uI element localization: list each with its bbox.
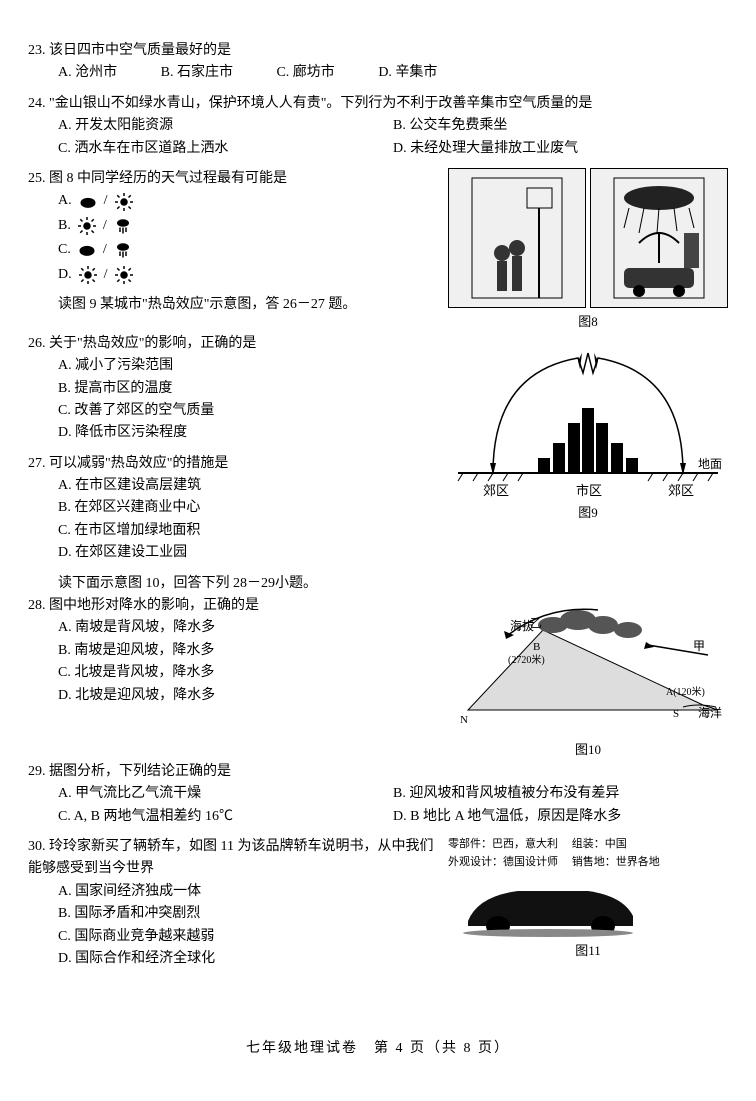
car-icon <box>448 871 648 941</box>
q24-opt-d: D. 未经处理大量排放工业废气 <box>393 138 728 160</box>
q23-opt-b: B. 石家庄市 <box>161 62 233 84</box>
q29-opt-c: C. A, B 两地气温相差约 16℃ <box>58 806 393 828</box>
q28-opt-b: B. 南坡是迎风坡，降水多 <box>58 640 438 662</box>
fig10-s: S <box>673 708 679 720</box>
q29-options: A. 甲气流比乙气流干燥 B. 迎风坡和背风坡植被分布没有差异 C. A, B … <box>58 783 728 828</box>
q28-opt-c: C. 北坡是背风坡，降水多 <box>58 662 438 684</box>
q29-opt-a: A. 甲气流比乙气流干燥 <box>58 783 393 805</box>
slash-icon: / <box>104 264 108 286</box>
fig11-parts: 零部件：巴西，意大利 <box>448 838 558 850</box>
rain-icon <box>113 217 133 235</box>
slash-icon: / <box>104 190 108 212</box>
q25-opt-a: A. / <box>58 190 438 212</box>
q23-opt-c: C. 廊坊市 <box>276 62 334 84</box>
figure-8-left <box>448 168 586 308</box>
fig10-b: B <box>533 641 540 653</box>
slash-icon: / <box>103 215 107 237</box>
figure-11-label: 图11 <box>448 941 728 962</box>
q30-opt-d: D. 国际合作和经济全球化 <box>58 948 438 970</box>
page-footer: 七年级地理试卷 第 4 页（共 8 页） <box>28 1038 728 1060</box>
intro-26-27: 读图 9 某城市"热岛效应"示意图，答 26－27 题。 <box>58 294 438 316</box>
q25-opt-d: D. / <box>58 264 438 286</box>
fig10-n: N <box>460 714 468 726</box>
q26-opt-c: C. 改善了郊区的空气质量 <box>58 400 438 422</box>
fig11-design: 外观设计：德国设计师 <box>448 856 558 868</box>
q30-opt-c: C. 国际商业竞争越来越弱 <box>58 926 438 948</box>
fig9-suburb-right: 郊区 <box>668 483 694 498</box>
fig10-yi: 乙 <box>530 616 542 630</box>
q28-options: A. 南坡是背风坡，降水多 B. 南坡是迎风坡，降水多 C. 北坡是背风坡，降水… <box>58 617 438 707</box>
question-25: 25. 图 8 中同学经历的天气过程最有可能是 A. / B. / C. / D… <box>28 168 438 286</box>
q30-opt-b: B. 国际矛盾和冲突剧烈 <box>58 903 438 925</box>
fig11-assembly: 组装：中国 <box>572 838 627 850</box>
q25-opt-b: B. / <box>58 215 438 237</box>
question-30: 30. 玲玲家新买了辆轿车，如图 11 为该品牌轿车说明书，从中我们能够感受到当… <box>28 836 438 970</box>
q29-opt-d: D. B 地比 A 地气温低，原因是降水多 <box>393 806 728 828</box>
q26-stem: 26. 关于"热岛效应"的影响，正确的是 <box>28 333 438 355</box>
figure-8-right <box>590 168 728 308</box>
intro-28-29: 读下面示意图 10，回答下列 28－29小题。 <box>58 573 438 595</box>
basketball-scene-icon <box>453 173 581 303</box>
q28-opt-a: A. 南坡是背风坡，降水多 <box>58 617 438 639</box>
q27-options: A. 在市区建设高层建筑 B. 在郊区兴建商业中心 C. 在市区增加绿地面积 D… <box>58 475 438 565</box>
question-24: 24. "金山银山不如绿水青山，保护环境人人有责"。下列行为不利于改善辛集市空气… <box>28 93 728 160</box>
heat-island-diagram: 郊区 市区 郊区 地面 <box>448 333 728 503</box>
fig9-suburb-left: 郊区 <box>483 483 509 498</box>
fig9-ground: 地面 <box>698 457 722 471</box>
sun-icon <box>77 217 97 235</box>
q23-stem: 23. 该日四市中空气质量最好的是 <box>28 40 728 62</box>
question-29: 29. 据图分析，下列结论正确的是 A. 甲气流比乙气流干燥 B. 迎风坡和背风… <box>28 761 728 828</box>
rain-city-scene-icon <box>595 173 723 303</box>
q26-opt-b: B. 提高市区的温度 <box>58 378 438 400</box>
q30-options: A. 国家间经济独成一体 B. 国际矛盾和冲突剧烈 C. 国际商业竞争越来越弱 … <box>58 881 438 971</box>
fig10-jia: 甲 <box>693 639 705 653</box>
fig11-sales: 销售地：世界各地 <box>572 856 660 868</box>
cloud-icon <box>77 241 97 259</box>
q27-opt-d: D. 在郊区建设工业园 <box>58 542 438 564</box>
figure-9-label: 图9 <box>448 503 728 524</box>
q26-opt-d: D. 降低市区污染程度 <box>58 422 438 444</box>
q23-opt-a: A. 沧州市 <box>58 62 117 84</box>
question-26: 26. 关于"热岛效应"的影响，正确的是 A. 减小了污染范围 B. 提高市区的… <box>28 333 438 445</box>
q29-opt-b: B. 迎风坡和背风坡植被分布没有差异 <box>393 783 728 805</box>
fig10-ocean: 海洋 <box>698 705 722 720</box>
q24-options: A. 开发太阳能资源 B. 公交车免费乘坐 C. 洒水车在市区道路上洒水 D. … <box>58 115 728 160</box>
q29-stem: 29. 据图分析，下列结论正确的是 <box>28 761 728 783</box>
fig10-alt-b: (2720米) <box>508 653 545 666</box>
question-28: 28. 图中地形对降水的影响，正确的是 A. 南坡是背风坡，降水多 B. 南坡是… <box>28 595 438 707</box>
fig10-alt-a: A(120米) <box>666 685 705 698</box>
fig9-city: 市区 <box>576 483 602 498</box>
q28-stem: 28. 图中地形对降水的影响，正确的是 <box>28 595 438 617</box>
slash-icon: / <box>103 239 107 261</box>
q27-stem: 27. 可以减弱"热岛效应"的措施是 <box>28 453 438 475</box>
sun-icon <box>78 266 98 284</box>
question-23: 23. 该日四市中空气质量最好的是 A. 沧州市 B. 石家庄市 C. 廊坊市 … <box>28 40 728 85</box>
rain-icon <box>113 241 133 259</box>
q25-opt-c: C. / <box>58 239 438 261</box>
figure-10-label: 图10 <box>448 740 728 761</box>
sun-icon <box>114 193 134 211</box>
q28-opt-d: D. 北坡是迎风坡，降水多 <box>58 685 438 707</box>
q30-opt-a: A. 国家间经济独成一体 <box>58 881 438 903</box>
q24-stem: 24. "金山银山不如绿水青山，保护环境人人有责"。下列行为不利于改善辛集市空气… <box>28 93 728 115</box>
q27-opt-a: A. 在市区建设高层建筑 <box>58 475 438 497</box>
q26-opt-a: A. 减小了污染范围 <box>58 355 438 377</box>
q24-opt-a: A. 开发太阳能资源 <box>58 115 393 137</box>
fig11-caption: 零部件：巴西，意大利 组装：中国 外观设计：德国设计师 销售地：世界各地 <box>448 836 728 871</box>
question-27: 27. 可以减弱"热岛效应"的措施是 A. 在市区建设高层建筑 B. 在郊区兴建… <box>28 453 438 565</box>
cloud-icon <box>78 193 98 211</box>
q24-opt-c: C. 洒水车在市区道路上洒水 <box>58 138 393 160</box>
q27-opt-c: C. 在市区增加绿地面积 <box>58 520 438 542</box>
q27-opt-b: B. 在郊区兴建商业中心 <box>58 497 438 519</box>
q26-options: A. 减小了污染范围 B. 提高市区的温度 C. 改善了郊区的空气质量 D. 降… <box>58 355 438 445</box>
q24-opt-b: B. 公交车免费乘坐 <box>393 115 728 137</box>
q30-stem: 30. 玲玲家新买了辆轿车，如图 11 为该品牌轿车说明书，从中我们能够感受到当… <box>28 836 438 881</box>
q23-options: A. 沧州市 B. 石家庄市 C. 廊坊市 D. 辛集市 <box>58 62 728 84</box>
q23-opt-d: D. 辛集市 <box>378 62 437 84</box>
figure-8-label: 图8 <box>448 312 728 333</box>
q25-stem: 25. 图 8 中同学经历的天气过程最有可能是 <box>28 168 438 190</box>
sun-icon <box>114 266 134 284</box>
mountain-rain-diagram: 海拔 乙 甲 B (2720米) A(120米) 海洋 N S <box>448 595 728 740</box>
